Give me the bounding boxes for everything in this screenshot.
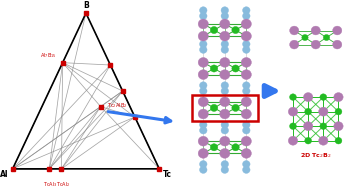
Circle shape bbox=[220, 149, 230, 158]
Circle shape bbox=[210, 104, 218, 112]
Text: Al: Al bbox=[0, 170, 9, 179]
Circle shape bbox=[210, 26, 218, 34]
Bar bbox=[191, 95, 258, 121]
Circle shape bbox=[243, 82, 250, 89]
Text: 2D Tc$_2$B$_2$: 2D Tc$_2$B$_2$ bbox=[300, 151, 332, 160]
Circle shape bbox=[241, 97, 251, 107]
Circle shape bbox=[241, 31, 251, 41]
Circle shape bbox=[241, 109, 251, 119]
Circle shape bbox=[221, 160, 229, 168]
Circle shape bbox=[243, 121, 250, 128]
Circle shape bbox=[198, 31, 208, 41]
Circle shape bbox=[210, 65, 218, 72]
Circle shape bbox=[241, 19, 251, 29]
Circle shape bbox=[221, 127, 229, 134]
Circle shape bbox=[241, 136, 251, 146]
Circle shape bbox=[305, 108, 311, 115]
Circle shape bbox=[334, 93, 343, 101]
Circle shape bbox=[221, 46, 229, 53]
Circle shape bbox=[335, 108, 342, 115]
Circle shape bbox=[199, 46, 207, 53]
Circle shape bbox=[302, 35, 308, 41]
Circle shape bbox=[220, 109, 230, 119]
Circle shape bbox=[221, 166, 229, 173]
Circle shape bbox=[333, 26, 342, 35]
Circle shape bbox=[232, 65, 239, 72]
Circle shape bbox=[199, 40, 207, 48]
Circle shape bbox=[199, 166, 207, 173]
Circle shape bbox=[198, 70, 208, 79]
Circle shape bbox=[243, 7, 250, 14]
Circle shape bbox=[199, 12, 207, 20]
Circle shape bbox=[220, 57, 230, 67]
Circle shape bbox=[319, 136, 328, 145]
Circle shape bbox=[243, 87, 250, 95]
Circle shape bbox=[320, 123, 327, 129]
Text: Al$_7$B$_{15}$: Al$_7$B$_{15}$ bbox=[40, 51, 57, 60]
Circle shape bbox=[199, 160, 207, 168]
Circle shape bbox=[221, 12, 229, 20]
Circle shape bbox=[335, 137, 342, 144]
Circle shape bbox=[303, 122, 313, 131]
Text: B: B bbox=[83, 1, 89, 10]
Circle shape bbox=[221, 82, 229, 89]
Circle shape bbox=[220, 19, 230, 29]
Circle shape bbox=[220, 136, 230, 146]
Circle shape bbox=[232, 144, 239, 151]
Circle shape bbox=[334, 122, 343, 131]
Circle shape bbox=[232, 104, 239, 112]
Circle shape bbox=[288, 107, 298, 116]
Circle shape bbox=[241, 149, 251, 158]
Circle shape bbox=[319, 107, 328, 116]
Circle shape bbox=[241, 70, 251, 79]
Circle shape bbox=[243, 46, 250, 53]
Circle shape bbox=[290, 40, 299, 49]
Circle shape bbox=[220, 70, 230, 79]
Circle shape bbox=[220, 31, 230, 41]
Circle shape bbox=[290, 26, 299, 35]
Circle shape bbox=[199, 82, 207, 89]
Circle shape bbox=[199, 87, 207, 95]
Text: Tc: Tc bbox=[163, 170, 172, 179]
Circle shape bbox=[199, 121, 207, 128]
Circle shape bbox=[288, 136, 298, 145]
Circle shape bbox=[198, 57, 208, 67]
Circle shape bbox=[198, 149, 208, 158]
Circle shape bbox=[241, 57, 251, 67]
Circle shape bbox=[198, 19, 208, 29]
Circle shape bbox=[221, 121, 229, 128]
Circle shape bbox=[232, 26, 239, 34]
Circle shape bbox=[221, 87, 229, 95]
Circle shape bbox=[311, 40, 320, 49]
Circle shape bbox=[199, 7, 207, 14]
Circle shape bbox=[243, 40, 250, 48]
Text: Tc$_2$AlB$_2$: Tc$_2$AlB$_2$ bbox=[108, 101, 128, 110]
Circle shape bbox=[290, 94, 296, 100]
Circle shape bbox=[198, 97, 208, 107]
Circle shape bbox=[305, 137, 311, 144]
Circle shape bbox=[320, 94, 327, 100]
Circle shape bbox=[323, 35, 330, 41]
Circle shape bbox=[198, 136, 208, 146]
Circle shape bbox=[198, 109, 208, 119]
Circle shape bbox=[243, 127, 250, 134]
Circle shape bbox=[221, 7, 229, 14]
Text: TcAl$_3$TcAl$_2$: TcAl$_3$TcAl$_2$ bbox=[42, 180, 70, 189]
Circle shape bbox=[199, 127, 207, 134]
Circle shape bbox=[243, 12, 250, 20]
Circle shape bbox=[303, 93, 313, 101]
Circle shape bbox=[290, 123, 296, 129]
Circle shape bbox=[220, 97, 230, 107]
Circle shape bbox=[243, 166, 250, 173]
Circle shape bbox=[243, 160, 250, 168]
Circle shape bbox=[210, 144, 218, 151]
Circle shape bbox=[221, 40, 229, 48]
Circle shape bbox=[333, 40, 342, 49]
Circle shape bbox=[311, 26, 320, 35]
